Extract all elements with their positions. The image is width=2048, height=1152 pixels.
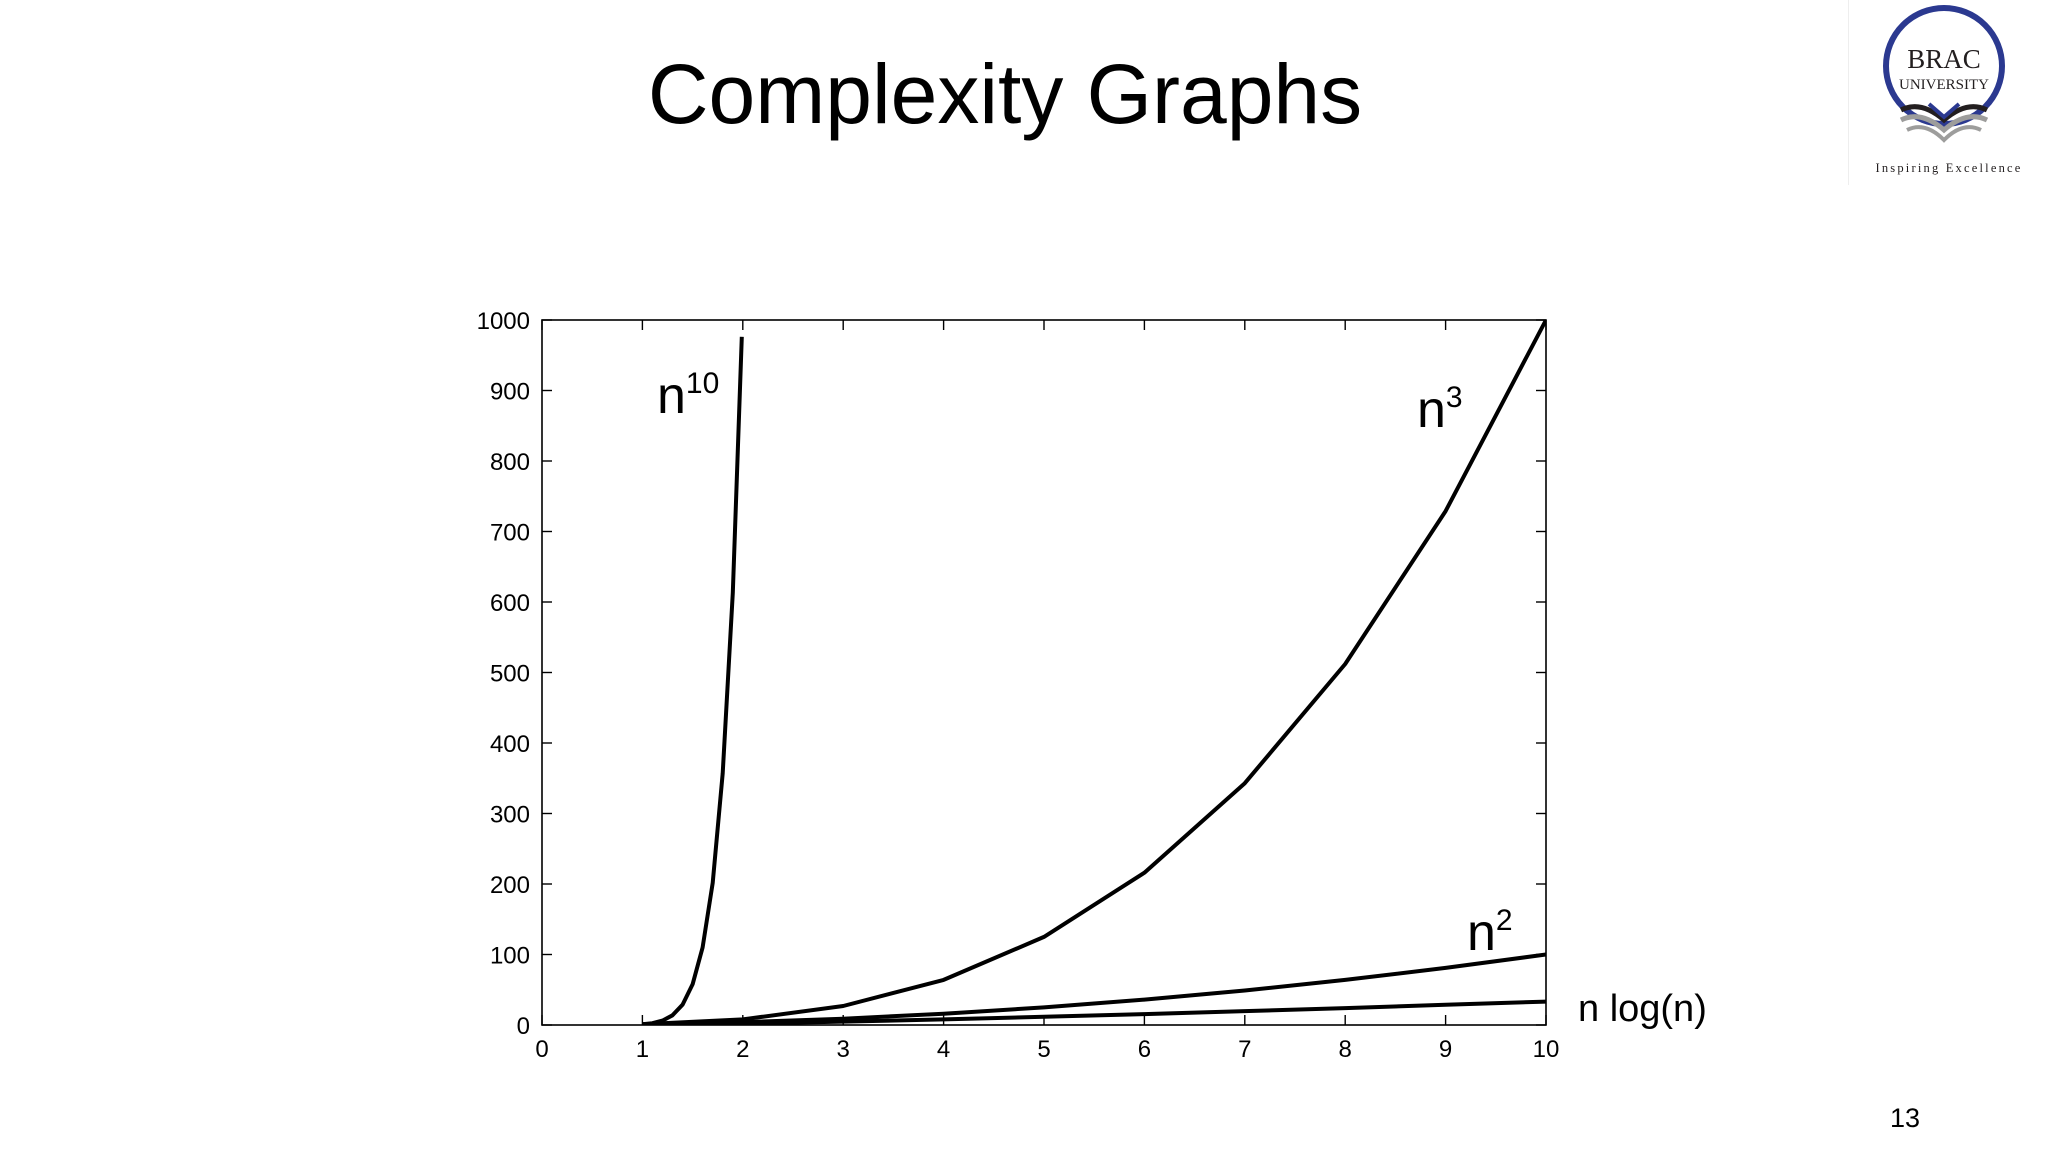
book-icon (1899, 104, 1989, 124)
y-tick-label: 700 (490, 520, 530, 547)
x-tick-label: 6 (1138, 1036, 1151, 1063)
logo-line1: BRAC (1907, 44, 1981, 74)
y-tick-label: 1000 (477, 308, 530, 335)
series-label-n10: n10 (657, 367, 719, 425)
series-line-n3 (642, 320, 1546, 1025)
x-tick-label: 4 (937, 1036, 950, 1063)
brac-university-logo: BRAC UNIVERSITY Inspiring Excellence (1848, 0, 2048, 185)
x-tick-label: 10 (1533, 1036, 1560, 1063)
y-tick-label: 500 (490, 661, 530, 688)
series-label-n2: n2 (1467, 904, 1513, 962)
series-line-n10 (642, 336, 744, 1025)
x-tick-label: 8 (1339, 1036, 1352, 1063)
y-tick-label: 300 (490, 802, 530, 829)
logo-ring (1883, 5, 2005, 127)
x-tick-label: 2 (736, 1036, 749, 1063)
y-tick-label: 600 (490, 590, 530, 617)
x-tick-label: 7 (1238, 1036, 1251, 1063)
logo-tagline: Inspiring Excellence (1875, 161, 2022, 175)
plot-frame (541, 319, 1547, 1026)
series-label-n3: n3 (1417, 381, 1463, 439)
y-tick-label: 400 (490, 731, 530, 758)
series-line-nlogn (642, 999, 1546, 1025)
series-label-nlogn: n log(n) (1578, 988, 1707, 1030)
x-tick-label: 3 (837, 1036, 850, 1063)
y-tick-label: 200 (490, 872, 530, 899)
x-tick-label: 0 (535, 1036, 548, 1063)
y-tick-label: 900 (490, 379, 530, 406)
y-tick-label: 0 (517, 1013, 530, 1040)
x-tick-label: 1 (636, 1036, 649, 1063)
page-number: 13 (1890, 1103, 1921, 1133)
series-line-n2 (642, 952, 1546, 1025)
x-tick-label: 9 (1439, 1036, 1452, 1063)
slide-title: Complexity Graphs (647, 47, 1363, 141)
x-tick-label: 5 (1037, 1036, 1050, 1063)
logo-line2: UNIVERSITY (1899, 77, 1989, 93)
y-tick-label: 800 (490, 449, 530, 476)
y-tick-label: 100 (490, 943, 530, 970)
complexity-chart: 0 1 2 3 4 5 6 7 8 9 10 0 100 200 300 400 500 600 700 800 900… (440, 290, 1760, 1090)
